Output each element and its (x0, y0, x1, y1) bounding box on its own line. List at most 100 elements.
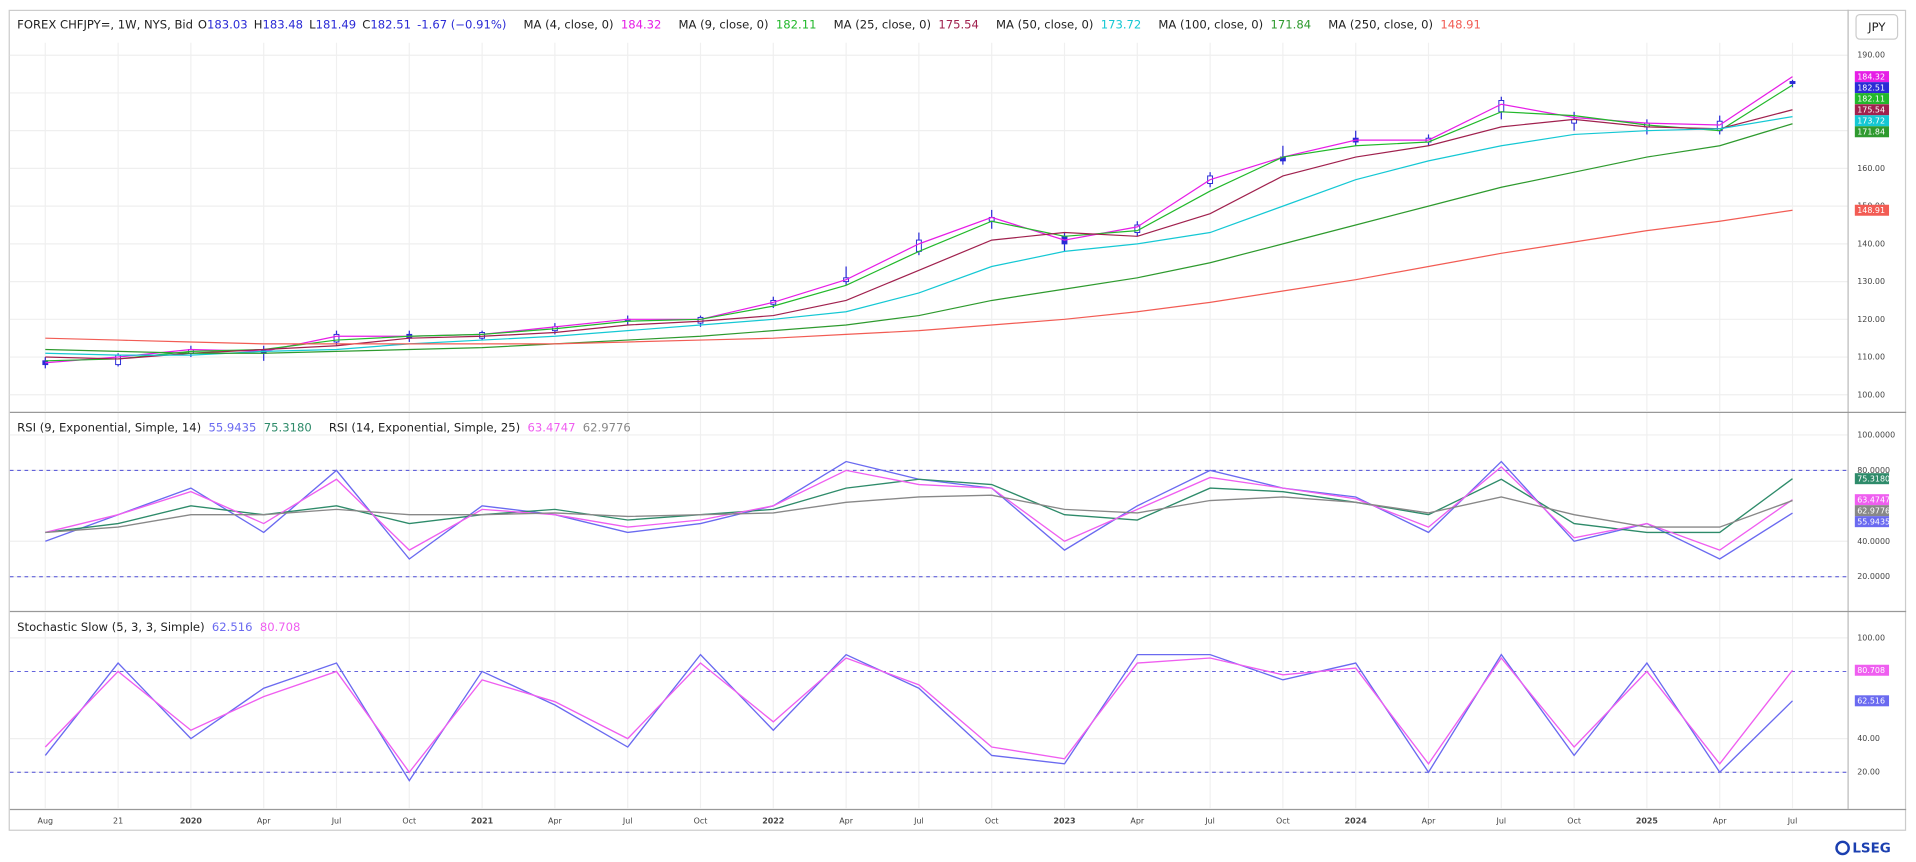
y-tick-label: 190.00 (1857, 51, 1885, 60)
value-tag-label: 62.9776 (1857, 507, 1890, 516)
x-tick-label: 2020 (180, 817, 203, 826)
series-line (45, 465, 1793, 551)
x-tick-label: Jul (913, 817, 924, 826)
legend: FOREX CHFJPY=, 1W, NYS, Bid O183.03 H183.4… (17, 17, 1481, 31)
series-line (45, 123, 1793, 354)
x-tick-label: Apr (257, 817, 271, 826)
legend-name: RSI (9, Exponential, Simple, 14) (17, 420, 201, 434)
x-tick-label: 2022 (762, 817, 784, 826)
value-tag-label: 182.11 (1857, 95, 1885, 104)
series-line (45, 209, 1793, 345)
value-tag (1854, 104, 1890, 116)
value-tag (1854, 93, 1890, 105)
y-tick-label: 20.0000 (1857, 572, 1890, 581)
x-tick-label: Jul (1204, 817, 1215, 826)
legend-name: Stochastic Slow (5, 3, 3, Simple) (17, 619, 204, 633)
ohlc-value: 183.03 (207, 17, 248, 31)
candle-body (333, 333, 340, 343)
value-tag-label: 173.72 (1857, 117, 1885, 126)
x-tick-label: Aug (38, 817, 54, 826)
series-line (44, 656, 1794, 774)
y-tick-label: 120.00 (1857, 315, 1885, 324)
value-tag (1854, 204, 1890, 216)
y-tick-label: 130.00 (1857, 277, 1885, 286)
x-tick-label: 21 (113, 817, 123, 826)
ohlc-label: L (309, 17, 316, 31)
frame (8, 9, 1907, 831)
candle-body (697, 316, 704, 324)
value-tag-label: 182.51 (1857, 84, 1885, 93)
legend-name: MA (250, close, 0) (1328, 17, 1433, 31)
legend-value: 62.516 (212, 619, 253, 633)
ohlc-value: 181.49 (316, 17, 357, 31)
x-tick-label: Apr (548, 817, 562, 826)
legend-value: 184.32 (621, 17, 662, 31)
value-tag-label: 63.4747 (1857, 496, 1890, 505)
legend-name: MA (25, close, 0) (834, 17, 931, 31)
value-tag-label: 55.9435 (1857, 518, 1890, 527)
x-tick-label: Oct (694, 817, 708, 826)
series-line (45, 494, 1793, 534)
legend-name: MA (4, close, 0) (523, 17, 613, 31)
value-tag-label: 80.708 (1857, 666, 1885, 675)
series-line (45, 478, 1793, 534)
value-tag (1854, 695, 1890, 707)
x-tick-label: 2023 (1053, 817, 1075, 826)
value-tag-label: 148.91 (1857, 206, 1885, 215)
value-tag-label: 175.54 (1857, 106, 1885, 115)
y-tick-label: 100.00 (1857, 633, 1885, 642)
x-tick-label: Oct (1276, 817, 1290, 826)
legend-value: 80.708 (260, 619, 301, 633)
y-tick-label: 140.00 (1857, 239, 1885, 248)
x-tick-label: Oct (985, 817, 999, 826)
chart-title: FOREX CHFJPY=, 1W, NYS, Bid (17, 17, 193, 31)
legend: Stochastic Slow (5, 3, 3, Simple) 62.516 8… (17, 619, 300, 633)
y-tick-label: 100.00 (1857, 390, 1885, 399)
y-tick-label: 160.00 (1857, 164, 1885, 173)
series-line (45, 76, 1793, 364)
value-tag (1854, 71, 1890, 83)
x-tick-label: Jul (1787, 817, 1798, 826)
y-tick-label: 110.00 (1857, 353, 1885, 362)
x-tick-label: Jul (331, 817, 342, 826)
y-tick-label: 40.00 (1857, 734, 1880, 743)
legend-value: 63.4747 (528, 420, 576, 434)
candle-body (1498, 100, 1505, 113)
ohlc-label: O (198, 17, 207, 31)
ohlc-label: C (362, 17, 370, 31)
legend-value: 175.54 (938, 17, 979, 31)
y-tick-label: 20.00 (1857, 768, 1880, 777)
legend-value: 148.91 (1440, 17, 1481, 31)
y-tick-label: 40.0000 (1857, 537, 1890, 546)
x-tick-label: Apr (839, 817, 853, 826)
value-tag-label: 184.32 (1857, 73, 1885, 82)
value-tag (1854, 126, 1890, 138)
value-tag (1854, 82, 1890, 94)
value-tag (1854, 664, 1890, 676)
legend-name: MA (100, close, 0) (1158, 17, 1263, 31)
legend-value: 171.84 (1271, 17, 1312, 31)
x-tick-label: Apr (1130, 817, 1144, 826)
value-tag (1854, 494, 1890, 506)
ohlc-label: H (254, 17, 263, 31)
price-change: -1.67 (−0.91%) (417, 17, 506, 31)
x-tick-label: 2021 (471, 817, 493, 826)
x-tick-label: Jul (1496, 817, 1507, 826)
x-tick-label: 2025 (1636, 817, 1658, 826)
value-tag-label: 75.3180 (1857, 475, 1890, 484)
legend: RSI (9, Exponential, Simple, 14) 55.9435 7… (17, 420, 631, 434)
legend-value: 173.72 (1101, 17, 1142, 31)
value-tag (1854, 505, 1890, 517)
candle-body (1789, 81, 1796, 84)
series-line (45, 109, 1793, 360)
legend-value: 55.9435 (208, 420, 256, 434)
currency-box[interactable] (1855, 14, 1899, 40)
value-tag (1854, 516, 1890, 528)
series-line (45, 116, 1793, 356)
value-tag (1854, 115, 1890, 127)
value-tag (1854, 473, 1890, 485)
y-tick-label: 80.0000 (1857, 466, 1890, 475)
currency[interactable]: JPY (1867, 20, 1886, 34)
